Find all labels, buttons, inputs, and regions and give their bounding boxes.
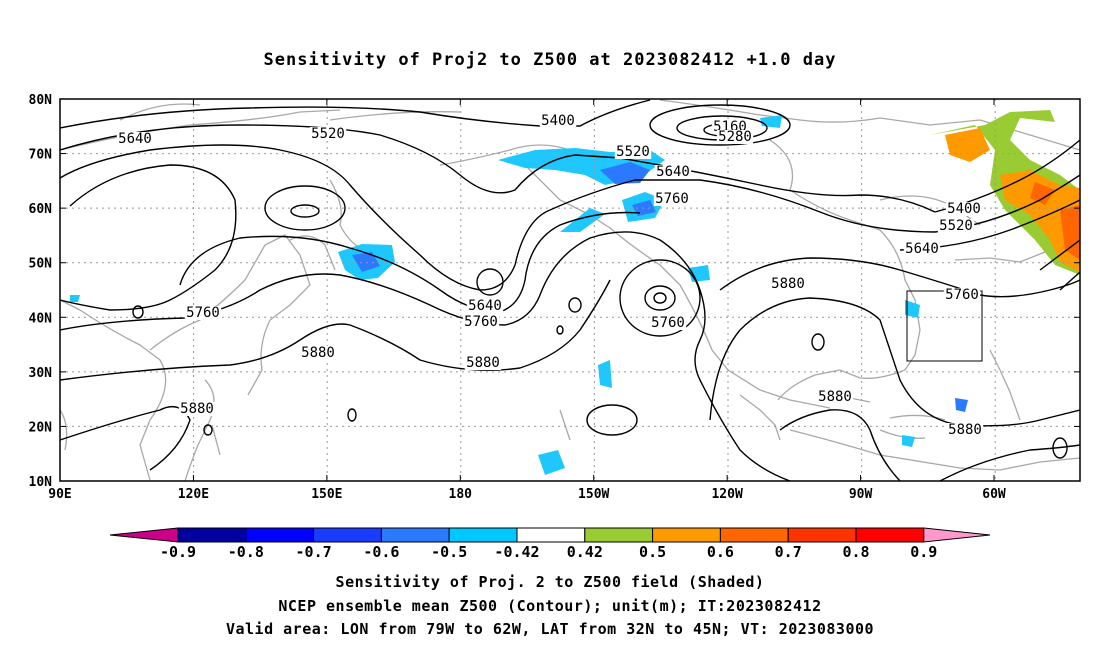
colorbar-swatch xyxy=(719,527,789,543)
contour-label: 5760 xyxy=(651,315,685,331)
caption-contour: NCEP ensemble mean Z500 (Contour); unit(… xyxy=(278,597,822,615)
tick-marks xyxy=(59,98,1080,482)
colorbar-label: -0.42 xyxy=(494,543,539,561)
lon-tick-label: 150E xyxy=(311,487,342,502)
colorbar-label: -0.8 xyxy=(228,543,264,561)
colorbar-label: 0.9 xyxy=(910,543,937,561)
colorbar-over-arrow xyxy=(923,527,991,543)
lon-tick-label: 90W xyxy=(849,487,873,502)
contour-label: 5760 xyxy=(186,305,220,321)
colorbar-swatch xyxy=(652,527,721,543)
colorbar-swatch xyxy=(787,527,857,543)
grid-lines xyxy=(60,99,1080,481)
lat-tick-label: 30N xyxy=(29,366,53,381)
contour-label: 5640 xyxy=(118,131,152,147)
lat-tick-label: 40N xyxy=(29,311,53,326)
colorbar: -0.9 -0.8 -0.7 -0.6 -0.5 -0.42 0.42 0.5 0.6 0.7 0.… xyxy=(109,527,991,561)
colorbar-label: -0.9 xyxy=(160,543,196,561)
contour-label: 5880 xyxy=(771,276,805,292)
colorbar-label: 0.6 xyxy=(707,543,734,561)
colorbar-label: -0.5 xyxy=(431,543,467,561)
lat-tick-label: 80N xyxy=(29,93,53,108)
lon-tick-label: 120E xyxy=(178,487,209,502)
contour-label: 5520 xyxy=(311,126,345,142)
colorbar-label: 0.8 xyxy=(842,543,869,561)
contour-label: 5520 xyxy=(616,144,650,160)
contour-label: 5880 xyxy=(466,355,500,371)
contour-label: 5880 xyxy=(301,345,335,361)
colorbar-swatch xyxy=(516,527,586,543)
colorbar-label: 0.7 xyxy=(775,543,802,561)
lat-tick-label: 70N xyxy=(29,148,53,163)
contour-label: 5640 xyxy=(905,241,939,257)
colorbar-under-arrow xyxy=(109,527,179,543)
colorbar-swatch xyxy=(245,527,315,543)
lat-tick-label: 50N xyxy=(29,257,53,272)
lon-tick-label: 120W xyxy=(711,487,742,502)
contour-label: 5760 xyxy=(945,287,979,303)
colorbar-swatch xyxy=(584,527,654,543)
colorbar-swatch xyxy=(380,527,450,543)
contour-label: 5400 xyxy=(947,201,981,217)
lon-tick-label: 180 xyxy=(449,487,473,502)
lat-tick-labels: 10N 20N 30N 40N 50N 60N 70N 80N xyxy=(29,93,53,490)
contour-label: 5880 xyxy=(180,401,214,417)
lat-tick-label: 60N xyxy=(29,202,53,217)
lat-tick-label: 20N xyxy=(29,420,53,435)
caption-shading: Sensitivity of Proj. 2 to Z500 field (Sh… xyxy=(335,573,765,591)
colorbar-swatch xyxy=(448,527,518,543)
lon-tick-label: 60W xyxy=(982,487,1006,502)
lat-tick-label: 10N xyxy=(29,475,53,490)
colorbar-label: -0.7 xyxy=(296,543,332,561)
colorbar-swatch xyxy=(313,527,382,543)
map-frame xyxy=(59,98,1081,482)
colorbar-label: 0.5 xyxy=(639,543,666,561)
contour-label: 5280 xyxy=(718,129,752,145)
z500-contours xyxy=(60,99,1080,481)
lon-tick-labels: 90E 120E 150E 180 150W 120W 90W 60W xyxy=(48,487,1006,502)
contour-label: 5760 xyxy=(655,191,689,207)
contour-label: 5640 xyxy=(468,298,502,314)
contour-label: 5760 xyxy=(464,314,498,330)
contour-label: 5400 xyxy=(541,113,575,129)
colorbar-swatch xyxy=(177,527,247,543)
colorbar-label: 0.42 xyxy=(567,543,603,561)
lon-tick-label: 150W xyxy=(578,487,609,502)
colorbar-label: -0.6 xyxy=(363,543,399,561)
lon-tick-label: 90E xyxy=(48,487,71,502)
colorbar-swatch xyxy=(855,527,925,543)
contour-label: 5640 xyxy=(656,164,690,180)
caption-valid-area: Valid area: LON from 79W to 62W, LAT fro… xyxy=(225,620,875,638)
contour-label: 5880 xyxy=(948,422,982,438)
contour-label: 5880 xyxy=(818,389,852,405)
contour-label: 5520 xyxy=(939,218,973,234)
page-title: Sensitivity of Proj2 to Z500 at 20230824… xyxy=(263,50,837,70)
